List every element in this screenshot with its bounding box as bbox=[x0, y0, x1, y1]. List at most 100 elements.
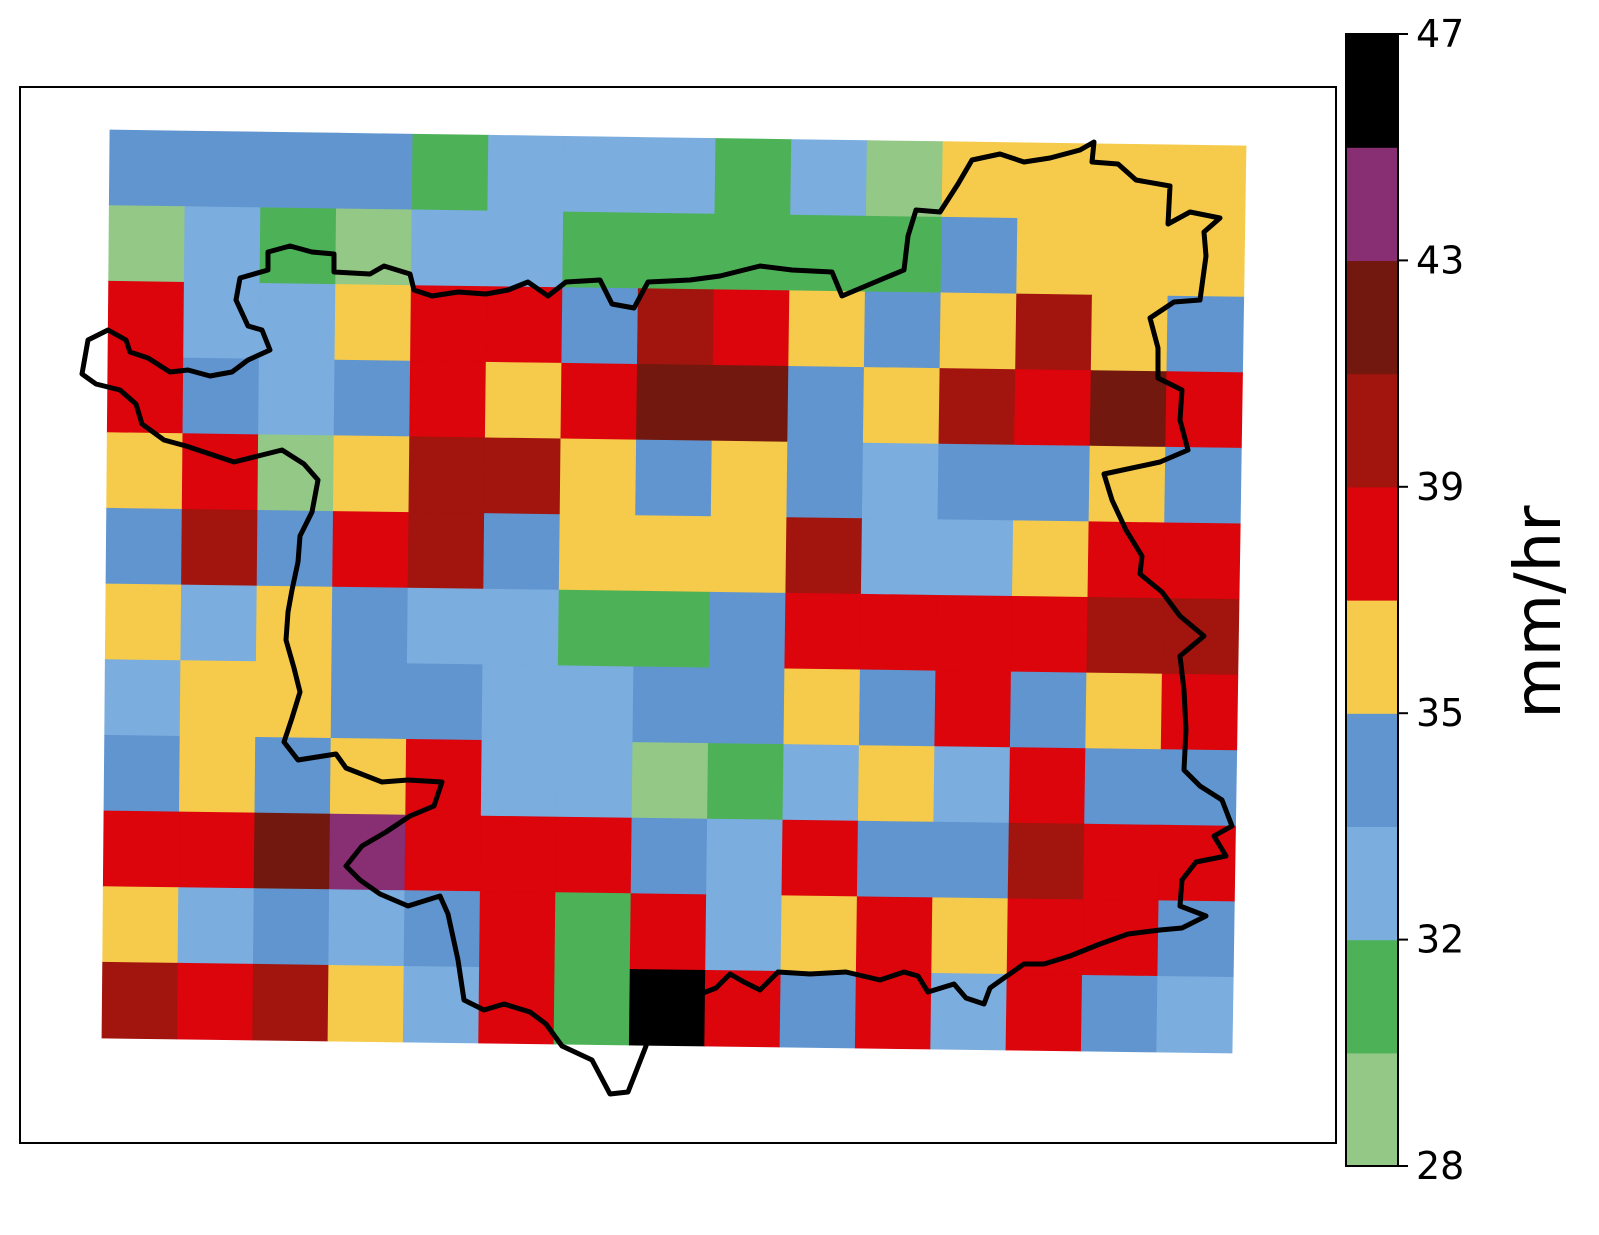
grid-cell bbox=[857, 745, 936, 823]
grid-cell bbox=[1165, 371, 1243, 449]
grid-cell bbox=[933, 746, 1011, 824]
grid-cell bbox=[636, 288, 715, 366]
grid-cell bbox=[556, 741, 634, 819]
grid-cell bbox=[107, 280, 185, 359]
grid-cell bbox=[781, 819, 859, 898]
grid-cell bbox=[630, 817, 708, 896]
grid-cell bbox=[184, 130, 262, 209]
grid-cell bbox=[252, 888, 330, 966]
grid-cell bbox=[940, 216, 1019, 295]
grid-cell bbox=[410, 209, 489, 288]
colorbar-bin bbox=[1346, 939, 1398, 1054]
grid-cell bbox=[938, 368, 1017, 446]
grid-cell bbox=[255, 585, 334, 664]
grid-cell bbox=[1084, 748, 1162, 826]
grid-cell bbox=[334, 284, 412, 362]
grid-cell bbox=[1089, 370, 1168, 448]
region-boundary bbox=[79, 139, 1235, 1097]
grid-cell bbox=[407, 512, 485, 590]
grid-cell bbox=[253, 812, 331, 891]
grid-cell bbox=[104, 583, 182, 662]
grid-cell bbox=[484, 437, 562, 516]
grid-cell bbox=[1080, 974, 1159, 1053]
grid-cell bbox=[411, 133, 490, 212]
grid-cell bbox=[405, 738, 483, 817]
grid-cell bbox=[106, 356, 185, 435]
grid-cell bbox=[484, 361, 563, 440]
grid-cell bbox=[327, 964, 405, 1043]
grid-cell bbox=[1005, 973, 1083, 1052]
grid-cell bbox=[101, 961, 179, 1040]
colorbar: 28 32 35 39 43 47 bbox=[1345, 12, 1464, 1188]
grid-cell bbox=[780, 895, 858, 973]
grid-cell bbox=[102, 886, 180, 964]
grid-cell bbox=[1014, 369, 1092, 447]
grid-cell bbox=[559, 438, 637, 517]
grid-cell bbox=[1086, 596, 1164, 675]
grid-cell bbox=[404, 814, 482, 893]
grid-cell bbox=[408, 436, 486, 514]
colorbar-tick-label: 32 bbox=[1416, 918, 1464, 962]
grid-cell bbox=[859, 593, 938, 672]
grid-cell bbox=[1163, 522, 1241, 600]
grid-cell bbox=[180, 584, 258, 663]
grid-cell bbox=[1016, 217, 1094, 296]
grid-cell bbox=[707, 667, 786, 745]
grid-cell bbox=[783, 668, 861, 747]
grid-cell bbox=[555, 816, 633, 895]
grid-cell bbox=[790, 139, 868, 217]
grid-cell bbox=[631, 742, 709, 820]
grid-cell bbox=[1083, 823, 1161, 902]
grid-cell bbox=[557, 665, 635, 743]
grid-cell bbox=[865, 140, 944, 218]
grid-cell bbox=[788, 290, 866, 368]
grid-cell bbox=[105, 507, 183, 586]
grid-cell bbox=[1010, 595, 1089, 674]
grid-cell bbox=[1156, 975, 1234, 1054]
grid-cell bbox=[941, 141, 1020, 219]
grid-cell bbox=[104, 659, 182, 737]
grid-cell bbox=[108, 205, 186, 283]
colorbar-bin bbox=[1346, 713, 1398, 827]
grid-cell bbox=[712, 289, 791, 367]
colorbar-label: mm/hr bbox=[1502, 505, 1576, 719]
grid-cell bbox=[858, 669, 937, 748]
grid-cell bbox=[1008, 747, 1087, 825]
grid-cell bbox=[638, 137, 717, 215]
grid-cell bbox=[1164, 446, 1242, 525]
grid-cell bbox=[554, 892, 632, 970]
grid-cell bbox=[179, 660, 257, 738]
grid-cell bbox=[782, 744, 860, 822]
grid-cell bbox=[634, 515, 712, 593]
grid-cell bbox=[707, 743, 785, 821]
grid-cell bbox=[636, 363, 714, 442]
grid-cell bbox=[705, 894, 783, 972]
grid-cell bbox=[709, 516, 788, 594]
grid-cell bbox=[103, 734, 181, 813]
grid-cell bbox=[410, 285, 488, 363]
colorbar-bin bbox=[1346, 147, 1398, 261]
grid-cell bbox=[561, 287, 639, 365]
grid-cell bbox=[102, 810, 180, 889]
grid-cell bbox=[480, 739, 558, 818]
grid-cell bbox=[936, 519, 1014, 597]
grid-cell bbox=[787, 365, 865, 444]
grid-cell bbox=[1009, 671, 1088, 750]
grid-cell bbox=[482, 588, 560, 667]
grid-cell bbox=[633, 590, 711, 669]
grid-cell bbox=[178, 735, 257, 814]
grid-cell bbox=[183, 281, 261, 360]
grid-cell bbox=[406, 587, 485, 666]
grid-cell bbox=[862, 367, 941, 445]
grid-cell bbox=[628, 968, 707, 1047]
grid-cell bbox=[331, 586, 409, 665]
grid-cell bbox=[632, 666, 710, 744]
grid-cell bbox=[108, 129, 187, 208]
grid-cell bbox=[1166, 295, 1245, 374]
grid-cell bbox=[1088, 445, 1167, 524]
colorbar-bin bbox=[1346, 600, 1398, 714]
grid-cell bbox=[409, 360, 487, 439]
grid-cell bbox=[934, 670, 1012, 749]
grid-cell bbox=[935, 594, 1013, 673]
